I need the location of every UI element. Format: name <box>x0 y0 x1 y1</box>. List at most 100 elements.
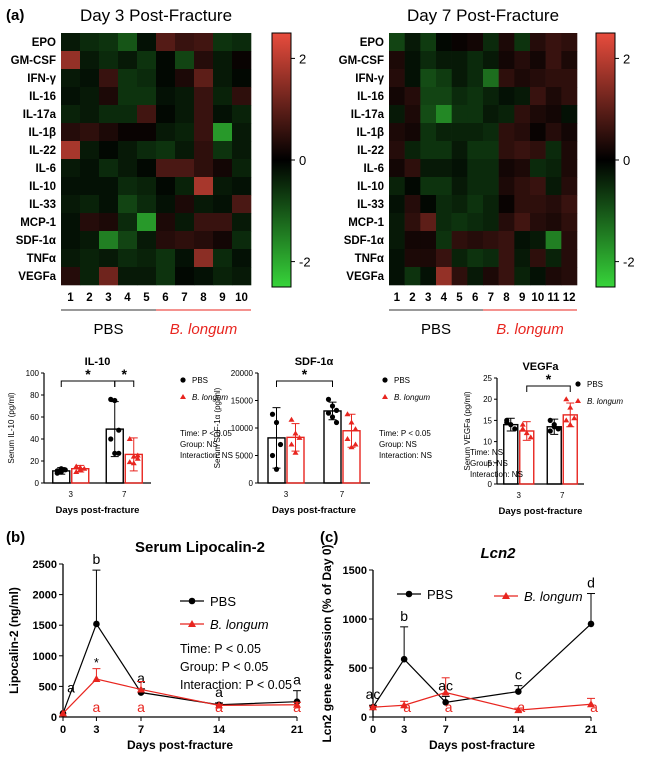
heatmap-cell <box>194 33 214 52</box>
heatmap-cell <box>467 213 484 232</box>
x-tick-label: 14 <box>213 724 226 736</box>
data-point <box>62 467 68 473</box>
heatmap-row-label: IL-33 <box>29 199 56 211</box>
data-point <box>92 675 101 683</box>
heatmap-cell <box>498 51 515 70</box>
heatmap-cell <box>483 51 499 70</box>
significance-star: * <box>302 366 308 382</box>
heatmap-cell <box>404 33 421 52</box>
heatmap-row-label: EPO <box>32 37 56 49</box>
heatmap-cell <box>561 141 578 160</box>
legend-marker-pbs <box>575 381 581 387</box>
x-tick-label: 7 <box>340 490 345 499</box>
heatmap-cell <box>483 213 499 232</box>
significance-letter: ac <box>366 686 381 702</box>
y-tick-label: 1500 <box>343 565 367 577</box>
colorbar-tick-label: -2 <box>623 255 635 270</box>
legend-label-blongum: B. longum <box>587 397 623 406</box>
bar-chart-sdf1a: SDF-1α 0 5000 10000 15000 20000 Serum SDF-1α (… <box>213 356 432 516</box>
heatmap-cell <box>213 33 233 52</box>
heatmap-cell <box>561 51 578 70</box>
stats-text: Group: NS <box>180 440 218 449</box>
x-tick-label: 3 <box>69 490 74 499</box>
heatmap-cell <box>80 69 100 88</box>
heatmap-cell <box>451 123 468 142</box>
heatmap-cell <box>61 123 81 142</box>
heatmap-cell <box>80 213 100 232</box>
legend-label-pbs: PBS <box>427 587 453 602</box>
heatmap-cell <box>483 69 499 88</box>
stats-text: Group: NS <box>379 440 417 449</box>
heatmap-cell <box>498 177 515 196</box>
y-tick-label: 1500 <box>33 620 57 632</box>
heatmap-cell <box>420 33 437 52</box>
heatmap-cell <box>232 267 252 286</box>
heatmap-cell <box>61 159 81 178</box>
heatmap-cell <box>467 105 484 124</box>
heatmap-cell <box>137 105 157 124</box>
heatmap-cell <box>194 249 214 268</box>
heatmap-cell <box>436 105 452 124</box>
heatmap-cell <box>483 177 499 196</box>
heatmap-title: Day 3 Post-Fracture <box>80 6 232 25</box>
y-tick-label: 0 <box>249 479 254 488</box>
data-point <box>344 411 351 417</box>
data-point <box>108 396 114 402</box>
stats-text: Interaction: NS <box>180 451 233 460</box>
data-point <box>277 441 284 448</box>
heatmap-cell <box>514 249 531 268</box>
heatmap-cell <box>545 87 562 106</box>
stats-text: Interaction: NS <box>470 470 523 479</box>
heatmap-cell <box>561 33 578 52</box>
legend-marker-blongum <box>382 394 388 399</box>
heatmap-cell <box>194 159 214 178</box>
heatmap-cell <box>530 213 546 232</box>
data-point <box>515 688 522 695</box>
heatmap-cell <box>545 33 562 52</box>
heatmap-cell <box>137 249 157 268</box>
heatmap-row-label: IL-10 <box>357 181 384 193</box>
data-point <box>547 428 553 434</box>
data-point <box>288 441 295 447</box>
data-point <box>108 436 114 442</box>
heatmap-col-label: 6 <box>472 292 478 304</box>
data-point <box>523 430 530 436</box>
data-point <box>112 397 118 404</box>
heatmap-row-label: TNFα <box>355 253 384 265</box>
heatmap-cell <box>99 195 119 214</box>
heatmap-cell <box>467 177 484 196</box>
heatmap-cell <box>61 51 81 70</box>
panel-label-a: (a) <box>6 7 24 24</box>
data-point <box>514 706 523 714</box>
heatmap-row-label: IL-1β <box>29 127 56 139</box>
stats-text: Interaction: NS <box>379 451 432 460</box>
heatmap-cell <box>118 69 138 88</box>
y-tick-label: 25 <box>483 374 492 383</box>
heatmap-cell <box>213 249 233 268</box>
heatmap-day7: Day 7 Post-Fracture EPO GM-CSF IFN-γ IL-16 IL… <box>339 6 635 338</box>
data-point <box>273 466 280 472</box>
y-tick-label: 20 <box>483 395 492 404</box>
heatmap-cell <box>156 177 176 196</box>
significance-letter: a <box>293 699 301 715</box>
heatmap-cell <box>61 195 81 214</box>
group-label-blongum: B. longum <box>170 321 238 338</box>
y-tick-label: 40 <box>30 435 39 444</box>
group-label-pbs: PBS <box>93 321 123 338</box>
heatmap-cell <box>99 159 119 178</box>
heatmap-cell <box>467 69 484 88</box>
data-point <box>547 417 553 423</box>
heatmap-cell <box>137 33 157 52</box>
heatmap-cell <box>232 159 252 178</box>
significance-letter: d <box>587 575 595 591</box>
heatmap-row-label: IL-33 <box>357 199 384 211</box>
heatmap-cell <box>194 105 214 124</box>
heatmap-cell <box>404 159 421 178</box>
heatmap-cell <box>389 141 405 160</box>
heatmap-cell <box>451 87 468 106</box>
x-tick-label: 3 <box>517 491 522 500</box>
heatmap-col-label: 9 <box>219 292 225 304</box>
heatmap-cell <box>483 33 499 52</box>
heatmap-cell <box>389 33 405 52</box>
x-axis-label: Days post-fracture <box>499 506 583 517</box>
